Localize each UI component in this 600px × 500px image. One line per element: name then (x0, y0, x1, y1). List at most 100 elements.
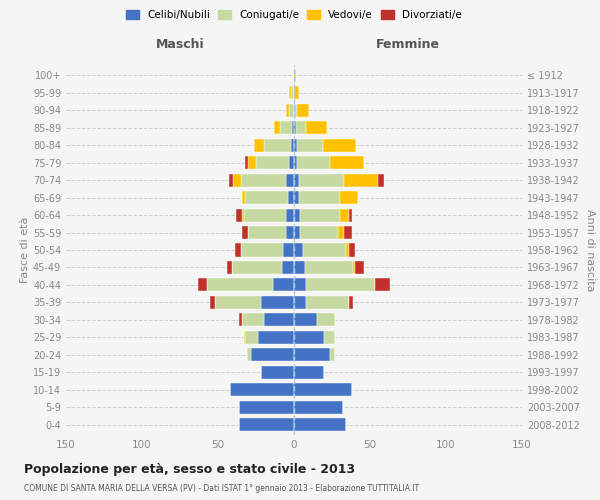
Text: COMUNE DI SANTA MARIA DELLA VERSA (PV) - Dati ISTAT 1° gennaio 2013 - Elaborazio: COMUNE DI SANTA MARIA DELLA VERSA (PV) -… (24, 484, 419, 493)
Bar (198, 278, 208, 291)
Bar (229, 174, 233, 186)
Bar (344, 174, 377, 186)
Bar (306, 296, 349, 309)
Bar (294, 366, 325, 378)
Bar (305, 261, 353, 274)
Bar (294, 383, 352, 396)
Bar (235, 244, 241, 256)
Bar (294, 156, 297, 170)
Legend: Celibi/Nubili, Coniugati/e, Vedovi/e, Divorziati/e: Celibi/Nubili, Coniugati/e, Vedovi/e, Di… (122, 6, 466, 24)
Bar (325, 330, 335, 344)
Bar (248, 156, 256, 170)
Bar (245, 191, 288, 204)
Bar (353, 261, 355, 274)
Bar (299, 191, 340, 204)
Bar (251, 348, 294, 362)
Bar (248, 226, 286, 239)
Bar (377, 174, 383, 186)
Text: Maschi: Maschi (155, 38, 205, 51)
Bar (263, 138, 291, 152)
Bar (296, 122, 306, 134)
Bar (355, 261, 364, 274)
Y-axis label: Anni di nascita: Anni di nascita (585, 209, 595, 291)
Bar (294, 278, 306, 291)
Y-axis label: Fasce di età: Fasce di età (20, 217, 30, 283)
Bar (297, 156, 331, 170)
Bar (303, 244, 346, 256)
Bar (286, 226, 294, 239)
Bar (340, 191, 358, 204)
Bar (242, 226, 248, 239)
Bar (297, 104, 309, 117)
Bar (294, 122, 296, 134)
Bar (256, 156, 289, 170)
Bar (286, 174, 294, 186)
Bar (349, 208, 352, 222)
Bar (294, 69, 296, 82)
Bar (211, 296, 215, 309)
Bar (241, 174, 286, 186)
Bar (260, 366, 294, 378)
Bar (294, 400, 343, 413)
Bar (299, 174, 344, 186)
Bar (263, 314, 294, 326)
Bar (294, 174, 299, 186)
Bar (215, 296, 260, 309)
Bar (294, 418, 346, 431)
Bar (306, 278, 374, 291)
Bar (242, 314, 263, 326)
Text: Popolazione per età, sesso e stato civile - 2013: Popolazione per età, sesso e stato civil… (24, 462, 355, 475)
Bar (294, 348, 331, 362)
Bar (239, 400, 294, 413)
Bar (282, 261, 294, 274)
Bar (289, 86, 291, 100)
Bar (254, 138, 263, 152)
Bar (306, 122, 328, 134)
Bar (294, 104, 297, 117)
Bar (294, 86, 299, 100)
Bar (239, 418, 294, 431)
Bar (280, 122, 292, 134)
Bar (273, 278, 294, 291)
Bar (233, 174, 241, 186)
Bar (227, 261, 232, 274)
Bar (232, 261, 282, 274)
Bar (230, 383, 294, 396)
Bar (294, 191, 299, 204)
Bar (257, 330, 294, 344)
Bar (274, 122, 280, 134)
Bar (294, 330, 325, 344)
Bar (288, 191, 294, 204)
Bar (294, 208, 300, 222)
Bar (294, 261, 305, 274)
Bar (245, 330, 257, 344)
Bar (236, 208, 242, 222)
Bar (291, 86, 294, 100)
Bar (294, 244, 303, 256)
Bar (260, 296, 294, 309)
Bar (294, 138, 297, 152)
Bar (300, 208, 340, 222)
Bar (338, 226, 344, 239)
Bar (289, 104, 294, 117)
Bar (292, 122, 294, 134)
Bar (317, 314, 335, 326)
Bar (323, 138, 356, 152)
Text: Femmine: Femmine (376, 38, 440, 51)
Bar (289, 156, 294, 170)
Bar (374, 278, 390, 291)
Bar (286, 208, 294, 222)
Bar (245, 156, 248, 170)
Bar (294, 226, 300, 239)
Bar (283, 244, 294, 256)
Bar (349, 296, 353, 309)
Bar (340, 208, 349, 222)
Bar (346, 244, 349, 256)
Bar (294, 296, 306, 309)
Bar (244, 208, 286, 222)
Bar (239, 314, 242, 326)
Bar (294, 314, 317, 326)
Bar (331, 156, 364, 170)
Bar (208, 278, 273, 291)
Bar (300, 226, 338, 239)
